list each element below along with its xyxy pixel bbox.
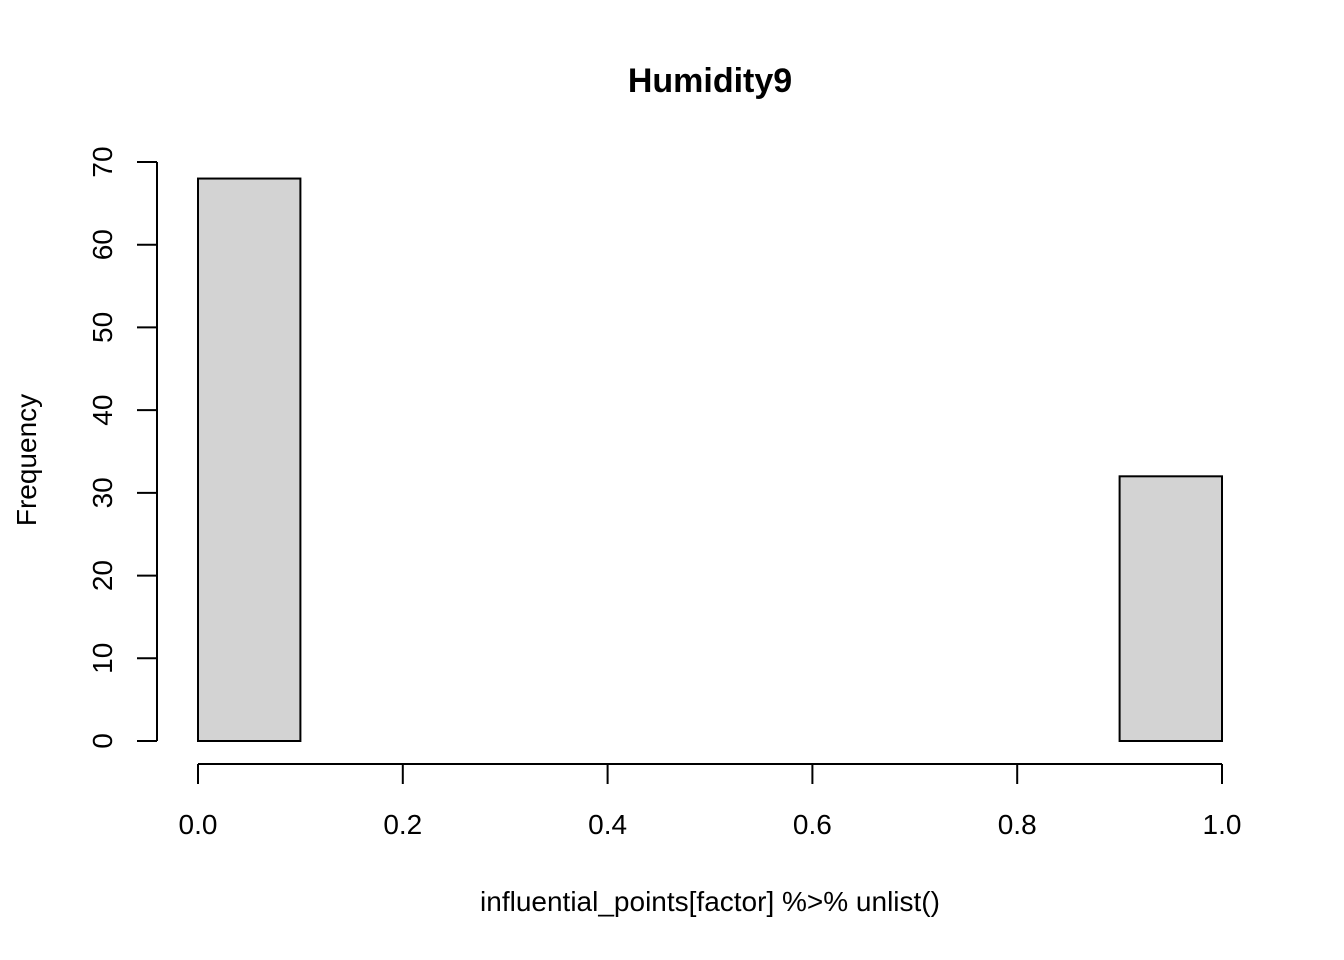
y-tick-label: 60 [87,229,118,260]
y-tick-label: 0 [87,733,118,749]
y-tick-label: 50 [87,312,118,343]
bars-group [197,177,1223,743]
x-tick-label: 0.2 [383,809,422,840]
x-tick-label: 0.0 [179,809,218,840]
y-tick-label: 20 [87,560,118,591]
chart-title: Humidity9 [628,62,792,100]
x-tick-label: 1.0 [1203,809,1242,840]
histogram-bar-0 [197,177,302,743]
y-tick-label: 30 [87,477,118,508]
x-axis: 0.0 0.2 0.4 0.6 0.8 1.0 [179,763,1242,840]
y-tick-label: 40 [87,395,118,426]
x-tick-label: 0.8 [998,809,1037,840]
y-tick-label: 10 [87,643,118,674]
x-axis-label: influential_points[factor] %>% unlist() [480,886,940,917]
y-axis: 0 10 20 30 40 50 60 70 [87,146,158,749]
x-tick-label: 0.4 [588,809,627,840]
y-tick-label: 70 [87,146,118,177]
histogram-bar-9 [1118,475,1223,742]
x-tick-label: 0.6 [793,809,832,840]
y-axis-label: Frequency [11,394,42,526]
